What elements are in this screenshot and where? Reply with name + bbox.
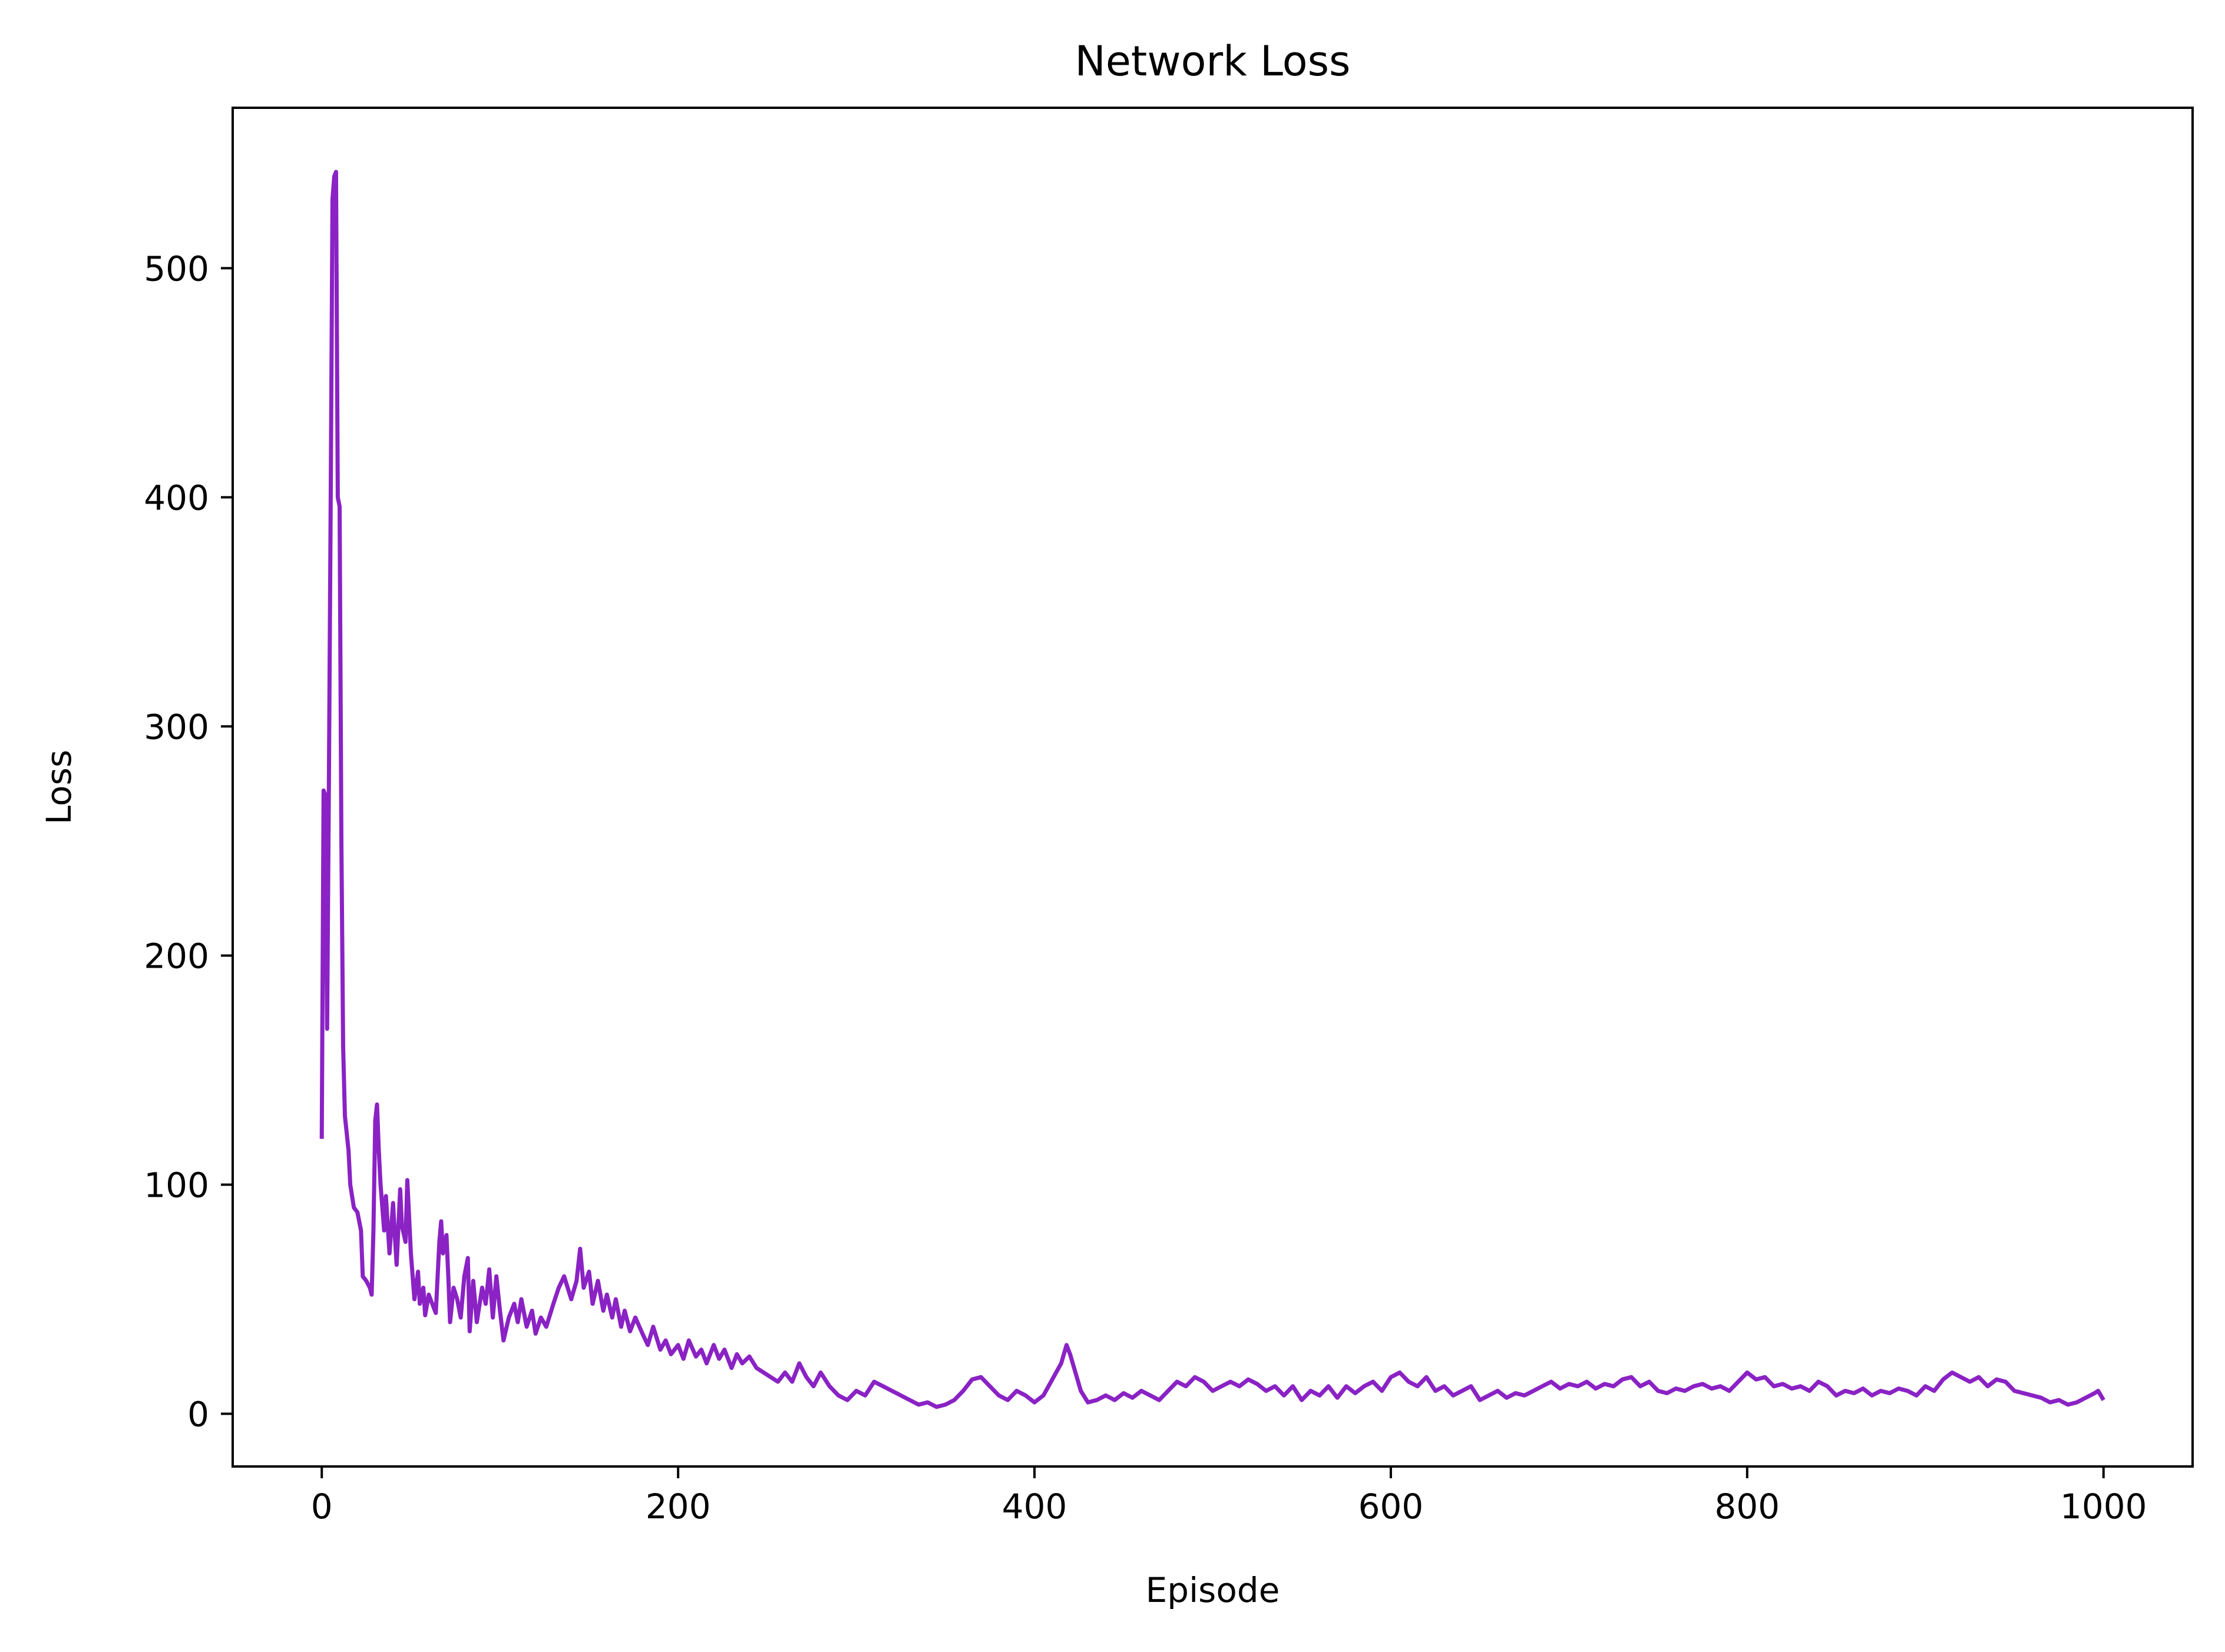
y-tick-label: 400 [144,478,209,518]
plot-area [232,107,2194,1468]
x-tick-label: 200 [646,1487,711,1527]
chart-title: Network Loss [1075,37,1350,85]
y-tick-label: 100 [144,1165,209,1205]
x-tick-label: 600 [1358,1487,1424,1527]
x-axis: 0 200 400 600 800 1000 [311,1466,2147,1527]
y-axis: 0 100 200 300 400 500 [144,249,233,1435]
x-tick-label: 1000 [2060,1487,2147,1527]
x-tick-label: 800 [1715,1487,1780,1527]
loss-series-line [319,170,2105,1409]
y-tick-label: 500 [144,249,209,289]
plot-frame [232,107,2194,1468]
y-axis-label: Loss [39,750,79,825]
y-tick-label: 300 [144,707,209,747]
x-tick-label: 0 [311,1487,333,1527]
y-tick-label: 0 [187,1395,209,1435]
x-axis-label: Episode [1146,1570,1280,1610]
x-tick-label: 400 [1002,1487,1067,1527]
y-tick-label: 200 [144,936,209,976]
